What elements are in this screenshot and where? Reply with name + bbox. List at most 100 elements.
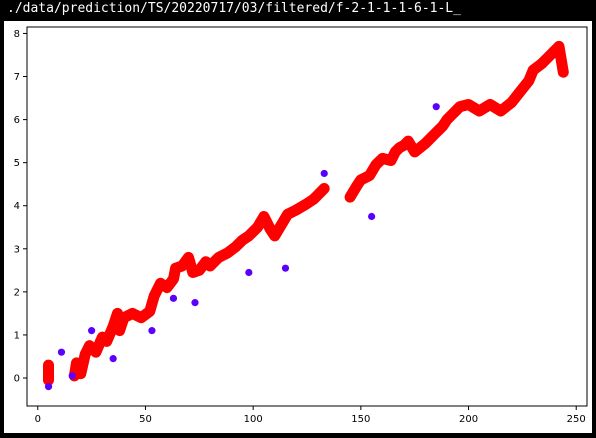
red-data-point — [137, 313, 146, 322]
red-data-point — [387, 156, 395, 165]
x-axis-ticks: 0 50 100 150 200 250 — [35, 406, 586, 425]
red-data-point — [113, 309, 122, 318]
red-data-point — [559, 68, 568, 77]
chart-figure: 0 50 100 150 200 250 0 1 2 3 4 5 6 7 8 — [4, 21, 592, 433]
red-data-point — [378, 154, 387, 163]
red-data-point — [76, 369, 85, 378]
plot-area-frame — [26, 26, 588, 407]
blue-data-point — [44, 383, 53, 391]
red-data-point — [44, 376, 53, 385]
red-data-point — [188, 268, 197, 277]
red-data-point — [449, 109, 458, 118]
y-tick-label: 4 — [14, 201, 20, 212]
red-data-point — [156, 279, 165, 288]
red-data-point — [496, 106, 505, 115]
red-data-point — [516, 87, 525, 96]
red-data-point — [277, 221, 286, 230]
red-data-point — [81, 350, 90, 359]
red-data-point — [223, 249, 232, 258]
red-data-point — [524, 76, 533, 85]
blue-data-point — [432, 103, 440, 111]
data-points-layer — [44, 42, 568, 391]
red-data-point — [115, 326, 124, 335]
red-data-point — [119, 313, 128, 322]
y-tick-label: 8 — [14, 29, 20, 40]
blue-data-point — [169, 294, 178, 302]
red-data-point — [283, 210, 292, 219]
red-data-point — [546, 50, 555, 59]
red-data-point — [356, 175, 365, 184]
y-tick-label: 2 — [14, 287, 20, 298]
y-axis-ticks: 0 1 2 3 4 5 6 7 8 — [14, 29, 27, 385]
red-data-point — [410, 147, 419, 156]
red-data-point — [184, 253, 193, 262]
red-data-point — [486, 100, 495, 109]
red-data-point — [214, 253, 223, 262]
y-tick-label: 0 — [14, 374, 20, 385]
red-data-point — [313, 190, 322, 199]
red-data-point — [371, 160, 380, 169]
red-data-point — [270, 231, 279, 240]
red-data-point — [102, 337, 111, 346]
red-data-point — [150, 292, 159, 301]
red-data-point — [195, 266, 204, 275]
blue-data-point — [191, 299, 199, 307]
red-data-point — [169, 274, 178, 283]
red-data-point — [346, 193, 355, 202]
red-data-point — [85, 341, 94, 350]
red-data-point — [438, 122, 447, 131]
red-data-point — [529, 66, 538, 75]
red-data-point — [163, 283, 171, 292]
blue-data-point — [148, 327, 156, 335]
blue-data-point — [109, 355, 117, 363]
red-data-point — [244, 231, 253, 240]
red-data-point — [44, 361, 53, 370]
y-tick-label: 3 — [14, 244, 20, 255]
red-data-point — [238, 236, 247, 245]
blue-data-point — [245, 268, 253, 277]
red-data-point — [555, 42, 563, 51]
red-band-layer — [43, 40, 569, 386]
red-data-point — [266, 225, 275, 234]
x-tick-label: 250 — [567, 414, 586, 425]
red-data-point — [128, 309, 137, 318]
red-data-point — [464, 100, 473, 109]
red-data-point — [475, 106, 484, 115]
red-data-point — [259, 212, 268, 221]
blue-data-point — [57, 348, 66, 356]
red-data-point — [178, 262, 187, 271]
x-tick-label: 100 — [244, 414, 263, 425]
red-data-point — [91, 348, 100, 357]
y-tick-label: 6 — [14, 115, 20, 126]
x-tick-label: 150 — [351, 414, 370, 425]
red-data-point — [537, 59, 546, 68]
red-data-point — [352, 182, 361, 191]
red-data-point — [320, 184, 329, 193]
red-data-point — [109, 322, 118, 331]
blue-data-point — [68, 372, 76, 380]
red-data-point — [145, 307, 154, 316]
red-data-point — [421, 139, 430, 148]
blue-data-point — [368, 212, 376, 221]
x-tick-label: 50 — [139, 414, 152, 425]
y-tick-label: 1 — [14, 330, 20, 341]
blue-data-point — [281, 264, 290, 272]
red-data-point — [171, 264, 180, 273]
red-data-point — [72, 358, 81, 367]
red-data-point — [455, 102, 464, 111]
blue-data-point — [320, 169, 328, 178]
blue-data-point — [88, 327, 96, 335]
window-title: ./data/prediction/TS/20220717/03/filtere… — [7, 1, 461, 16]
red-data-point — [404, 137, 413, 146]
red-data-point — [206, 262, 215, 271]
y-tick-label: 5 — [14, 158, 20, 169]
red-data-point — [365, 171, 374, 180]
red-data-point — [292, 206, 301, 215]
scatter-chart: 0 50 100 150 200 250 0 1 2 3 4 5 6 7 8 — [14, 26, 588, 425]
y-tick-label: 7 — [14, 72, 20, 83]
red-data-point — [443, 115, 451, 124]
red-data-point — [253, 223, 262, 232]
red-data-point — [303, 199, 311, 208]
red-data-point — [432, 128, 441, 137]
x-tick-label: 200 — [459, 414, 478, 425]
